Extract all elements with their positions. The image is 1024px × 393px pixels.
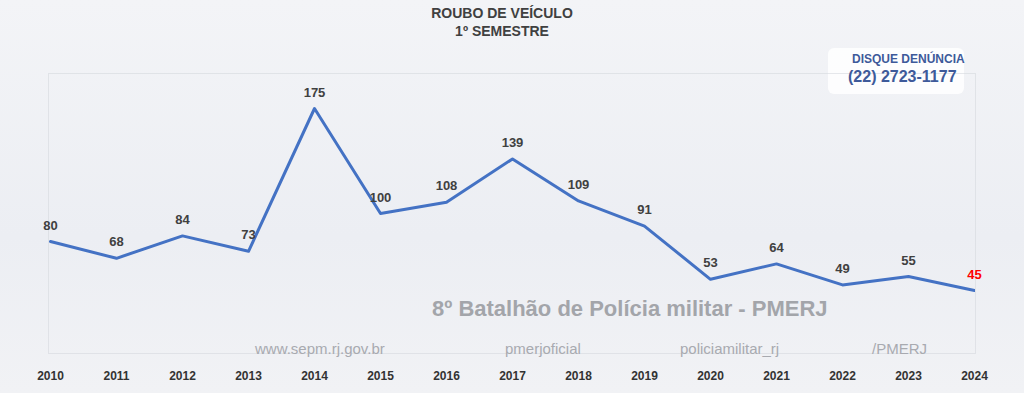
svg-text:73: 73: [241, 227, 255, 242]
html-text:www.sepm.rj.gov.br: www.sepm.rj.gov.br: [255, 340, 385, 357]
svg-text:2010: 2010: [37, 369, 64, 383]
svg-text:2021: 2021: [763, 369, 790, 383]
svg-text:2016: 2016: [433, 369, 460, 383]
svg-text:84: 84: [175, 212, 190, 227]
svg-text:2022: 2022: [829, 369, 856, 383]
html-text:/PMERJ: /PMERJ: [872, 340, 927, 357]
svg-text:64: 64: [769, 240, 784, 255]
svg-text:2023: 2023: [895, 369, 922, 383]
html-text:(22) 2723-1177: (22) 2723-1177: [848, 68, 957, 85]
svg-text:45: 45: [967, 267, 981, 282]
svg-text:68: 68: [109, 234, 123, 249]
svg-text:49: 49: [835, 261, 849, 276]
svg-text:175: 175: [304, 85, 326, 100]
svg-text:2013: 2013: [235, 369, 262, 383]
svg-text:2020: 2020: [697, 369, 724, 383]
svg-text:139: 139: [502, 135, 524, 150]
svg-text:109: 109: [568, 177, 590, 192]
svg-text:2011: 2011: [103, 369, 129, 383]
svg-text:53: 53: [703, 255, 717, 270]
svg-text:2019: 2019: [631, 369, 658, 383]
html-text:policiamilitar_rj: policiamilitar_rj: [680, 340, 780, 357]
svg-text:2014: 2014: [301, 369, 328, 383]
svg-text:91: 91: [637, 202, 651, 217]
svg-text:108: 108: [436, 178, 458, 193]
svg-text:2017: 2017: [499, 369, 526, 383]
html-text:ROUBO DE VEÍCULO: ROUBO DE VEÍCULO: [431, 5, 573, 21]
html-text:1º SEMESTRE: 1º SEMESTRE: [455, 23, 549, 39]
svg-text:2018: 2018: [565, 369, 592, 383]
svg-text:2015: 2015: [367, 369, 394, 383]
svg-text:2024: 2024: [961, 369, 988, 383]
svg-text:80: 80: [43, 218, 57, 233]
html-text:pmerjoficial: pmerjoficial: [505, 340, 581, 357]
svg-text:55: 55: [901, 253, 915, 268]
svg-text:100: 100: [370, 190, 392, 205]
html-text:8º Batalhão de Polícia militar: 8º Batalhão de Polícia militar - PMERJ: [432, 296, 828, 321]
html-text:DISQUE DENÚNCIA: DISQUE DENÚNCIA: [852, 52, 965, 66]
svg-text:2012: 2012: [169, 369, 196, 383]
